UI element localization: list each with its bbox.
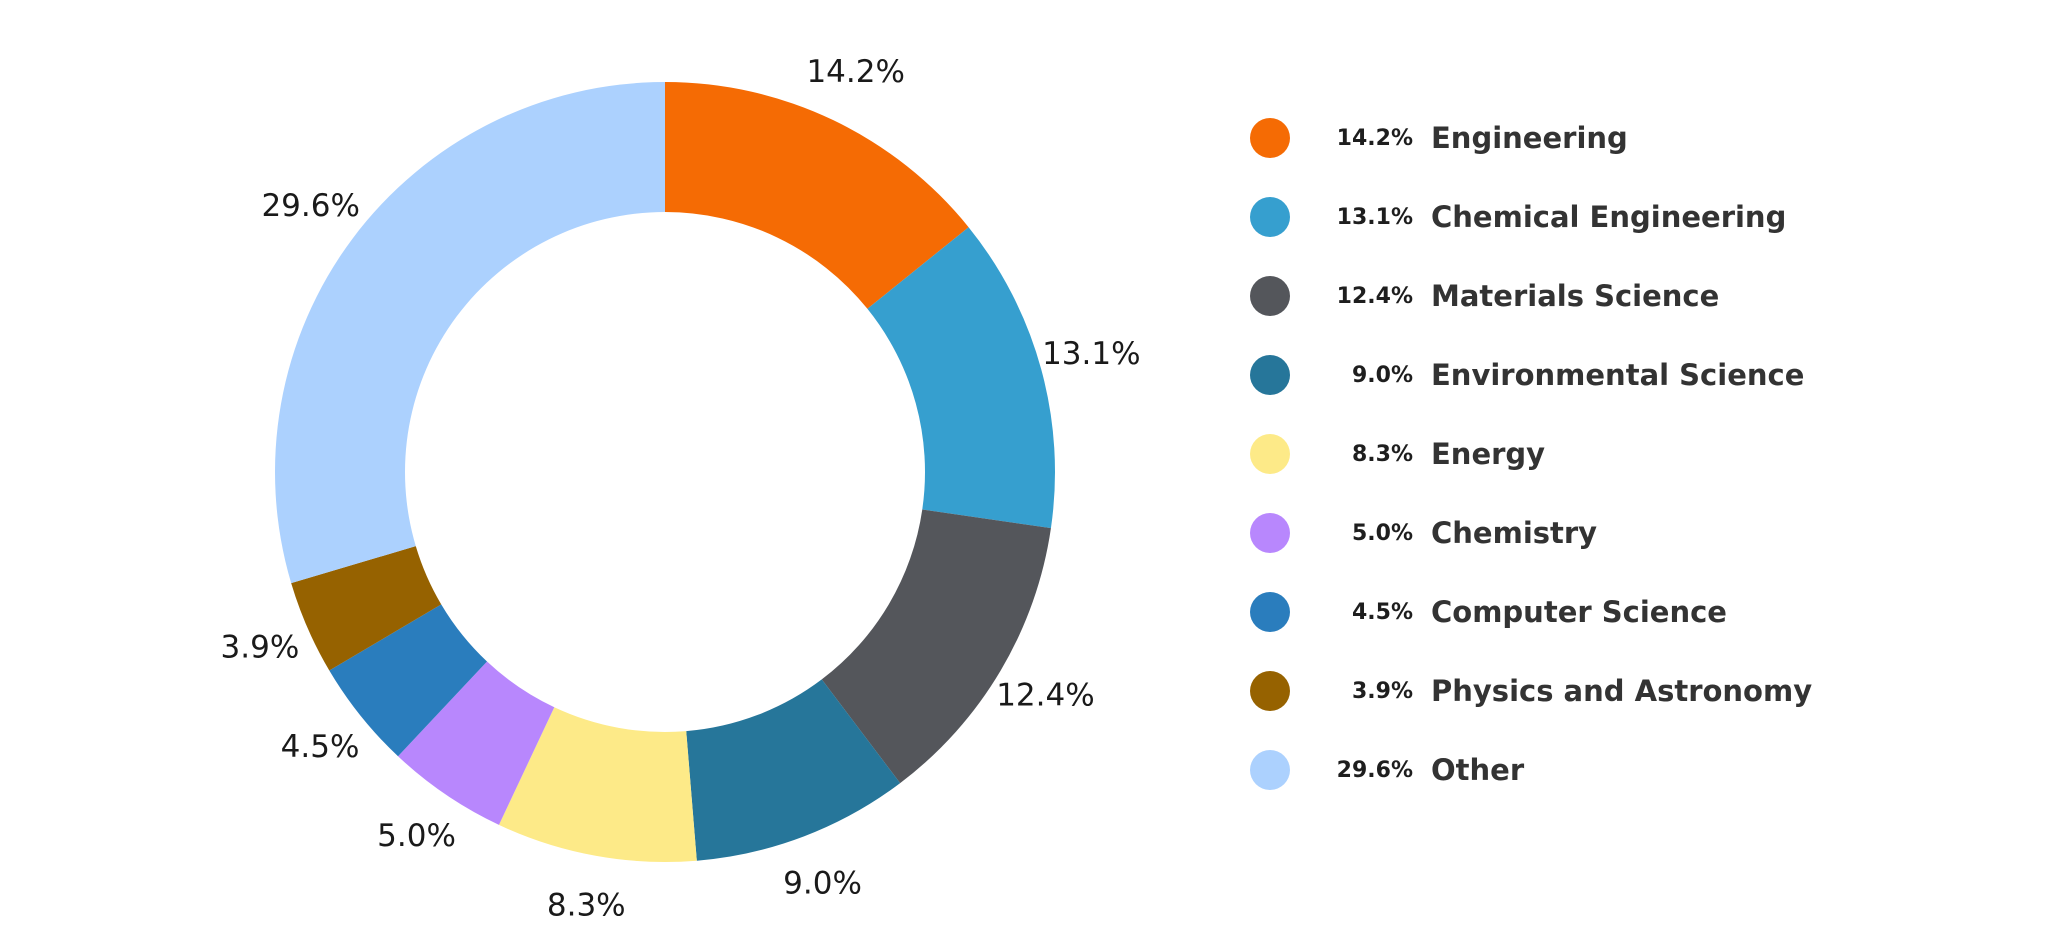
legend-pct: 14.2%: [1336, 125, 1413, 151]
legend-label: Energy: [1431, 437, 1546, 471]
legend-label: Environmental Science: [1431, 358, 1805, 392]
legend-label: Chemical Engineering: [1431, 200, 1787, 234]
slice-engineering: [665, 82, 969, 309]
slice-energy: [498, 707, 697, 862]
legend-pct: 8.3%: [1351, 441, 1413, 467]
slice-label-chemical-engineering: 13.1%: [1042, 336, 1140, 372]
legend-swatch: [1250, 118, 1290, 158]
legend-pct: 12.4%: [1336, 283, 1413, 309]
donut-chart: 14.2% 13.1% 12.4% 9.0% 8.3% 5.0% 4.5% 3.9% 29.6%: [221, 54, 1141, 924]
slice-chemical-engineering: [867, 227, 1055, 529]
legend-item-energy: 8.3% Energy: [1250, 434, 1812, 474]
slice-computer-science: [329, 604, 488, 757]
legend-item-physics-and-astronomy: 3.9% Physics and Astronomy: [1250, 671, 1812, 711]
slice-environmental-science: [686, 679, 901, 861]
slice-materials-science: [821, 509, 1051, 784]
legend-pct: 5.0%: [1351, 520, 1413, 546]
slice-label-chemistry: 5.0%: [377, 818, 456, 854]
slice-physics-and-astronomy: [291, 546, 442, 671]
slice-chemistry: [398, 661, 555, 825]
legend-label: Engineering: [1431, 121, 1628, 155]
legend-swatch: [1250, 592, 1290, 632]
slice-label-physics-and-astronomy: 3.9%: [221, 629, 300, 665]
legend-label: Other: [1431, 753, 1525, 787]
legend-swatch: [1250, 197, 1290, 237]
legend-item-chemical-engineering: 13.1% Chemical Engineering: [1250, 197, 1812, 237]
legend-pct: 9.0%: [1351, 362, 1413, 388]
donut-slices: [274, 82, 1055, 862]
legend-swatch: [1250, 276, 1290, 316]
slice-other: [274, 82, 665, 584]
slice-label-environmental-science: 9.0%: [783, 865, 862, 901]
slice-label-computer-science: 4.5%: [281, 729, 360, 765]
slice-label-engineering: 14.2%: [806, 54, 904, 90]
legend-item-chemistry: 5.0% Chemistry: [1250, 513, 1812, 553]
legend-item-computer-science: 4.5% Computer Science: [1250, 592, 1812, 632]
slice-label-energy: 8.3%: [547, 887, 626, 923]
legend-item-environmental-science: 9.0% Environmental Science: [1250, 355, 1812, 395]
legend-label: Physics and Astronomy: [1431, 674, 1813, 708]
legend-swatch: [1250, 750, 1290, 790]
legend-item-materials-science: 12.4% Materials Science: [1250, 276, 1812, 316]
legend-pct: 3.9%: [1351, 678, 1413, 704]
legend: 14.2% Engineering 13.1% Chemical Enginee…: [1250, 118, 1812, 829]
legend-pct: 13.1%: [1336, 204, 1413, 230]
legend-swatch: [1250, 355, 1290, 395]
legend-pct: 29.6%: [1336, 757, 1413, 783]
legend-swatch: [1250, 434, 1290, 474]
legend-label: Computer Science: [1431, 595, 1727, 629]
legend-item-engineering: 14.2% Engineering: [1250, 118, 1812, 158]
legend-label: Chemistry: [1431, 516, 1598, 550]
legend-item-other: 29.6% Other: [1250, 750, 1812, 790]
slice-labels: 14.2% 13.1% 12.4% 9.0% 8.3% 5.0% 4.5% 3.9% 29.6%: [221, 54, 1141, 924]
legend-swatch: [1250, 513, 1290, 553]
legend-swatch: [1250, 671, 1290, 711]
legend-label: Materials Science: [1431, 279, 1720, 313]
legend-pct: 4.5%: [1351, 599, 1413, 625]
slice-label-materials-science: 12.4%: [996, 677, 1094, 713]
slice-label-other: 29.6%: [261, 188, 359, 224]
